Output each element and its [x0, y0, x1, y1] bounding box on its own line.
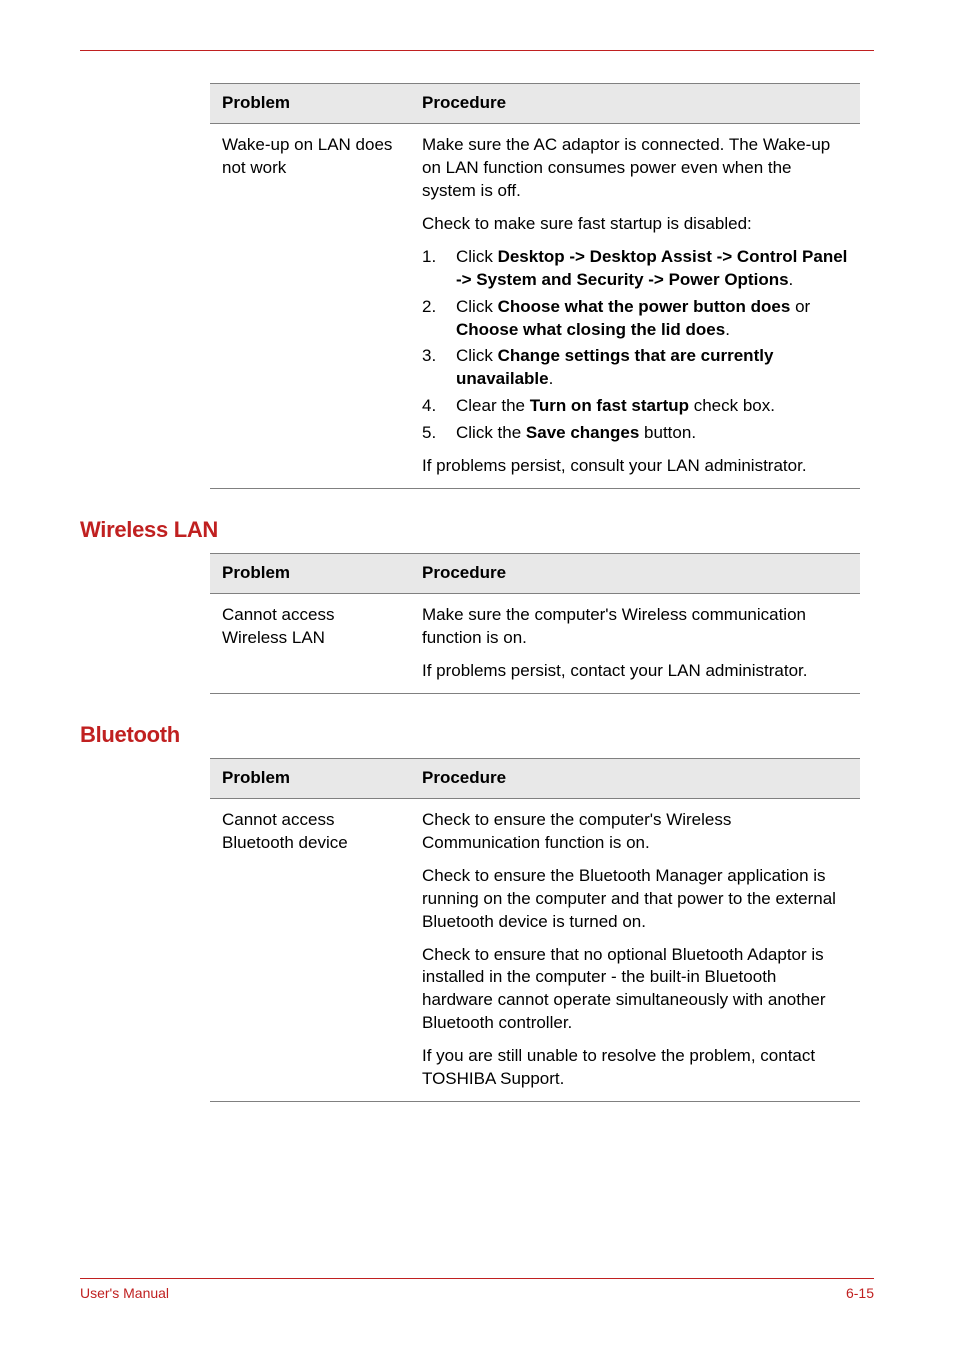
- step-number: 2.: [422, 296, 456, 342]
- procedure-text: If problems persist, contact your LAN ad…: [422, 660, 850, 683]
- procedure-text: Check to ensure the Bluetooth Manager ap…: [422, 865, 850, 934]
- col-header-problem: Problem: [210, 554, 410, 594]
- procedure-cell: Make sure the computer's Wireless commun…: [410, 594, 860, 694]
- list-item: 3. Click Change settings that are curren…: [422, 345, 850, 391]
- step-text: Click Change settings that are currently…: [456, 345, 850, 391]
- problem-cell: Cannot access Bluetooth device: [210, 798, 410, 1101]
- col-header-procedure: Procedure: [410, 84, 860, 124]
- col-header-procedure: Procedure: [410, 758, 860, 798]
- procedure-steps: 1. Click Desktop -> Desktop Assist -> Co…: [422, 246, 850, 446]
- procedure-text: Check to ensure the computer's Wireless …: [422, 809, 850, 855]
- table-header-row: Problem Procedure: [210, 554, 860, 594]
- table-row: Cannot access Wireless LAN Make sure the…: [210, 594, 860, 694]
- procedure-text: Check to make sure fast startup is disab…: [422, 213, 850, 236]
- lan-troubleshoot-table: Problem Procedure Wake-up on LAN does no…: [210, 83, 860, 489]
- top-rule: [80, 50, 874, 51]
- procedure-text: If you are still unable to resolve the p…: [422, 1045, 850, 1091]
- step-number: 5.: [422, 422, 456, 445]
- step-number: 3.: [422, 345, 456, 391]
- step-text: Click the Save changes button.: [456, 422, 850, 445]
- footer-right: 6-15: [846, 1285, 874, 1301]
- list-item: 5. Click the Save changes button.: [422, 422, 850, 445]
- heading-wireless-lan: Wireless LAN: [80, 517, 874, 543]
- step-text: Clear the Turn on fast startup check box…: [456, 395, 850, 418]
- bluetooth-troubleshoot-table: Problem Procedure Cannot access Bluetoot…: [210, 758, 860, 1102]
- step-text: Click Choose what the power button does …: [456, 296, 850, 342]
- table-header-row: Problem Procedure: [210, 758, 860, 798]
- list-item: 4. Clear the Turn on fast startup check …: [422, 395, 850, 418]
- col-header-problem: Problem: [210, 84, 410, 124]
- footer-left: User's Manual: [80, 1285, 169, 1301]
- col-header-procedure: Procedure: [410, 554, 860, 594]
- wlan-troubleshoot-table: Problem Procedure Cannot access Wireless…: [210, 553, 860, 694]
- table-row: Wake-up on LAN does not work Make sure t…: [210, 123, 860, 488]
- procedure-text: Make sure the computer's Wireless commun…: [422, 604, 850, 650]
- problem-cell: Cannot access Wireless LAN: [210, 594, 410, 694]
- col-header-problem: Problem: [210, 758, 410, 798]
- procedure-text: If problems persist, consult your LAN ad…: [422, 455, 850, 478]
- page-footer: User's Manual 6-15: [80, 1278, 874, 1301]
- table-header-row: Problem Procedure: [210, 84, 860, 124]
- problem-cell: Wake-up on LAN does not work: [210, 123, 410, 488]
- heading-bluetooth: Bluetooth: [80, 722, 874, 748]
- table-row: Cannot access Bluetooth device Check to …: [210, 798, 860, 1101]
- procedure-cell: Make sure the AC adaptor is connected. T…: [410, 123, 860, 488]
- step-text: Click Desktop -> Desktop Assist -> Contr…: [456, 246, 850, 292]
- procedure-cell: Check to ensure the computer's Wireless …: [410, 798, 860, 1101]
- procedure-text: Check to ensure that no optional Bluetoo…: [422, 944, 850, 1036]
- step-number: 1.: [422, 246, 456, 292]
- step-number: 4.: [422, 395, 456, 418]
- procedure-text: Make sure the AC adaptor is connected. T…: [422, 134, 850, 203]
- list-item: 1. Click Desktop -> Desktop Assist -> Co…: [422, 246, 850, 292]
- page-content: Problem Procedure Wake-up on LAN does no…: [0, 0, 954, 1102]
- list-item: 2. Click Choose what the power button do…: [422, 296, 850, 342]
